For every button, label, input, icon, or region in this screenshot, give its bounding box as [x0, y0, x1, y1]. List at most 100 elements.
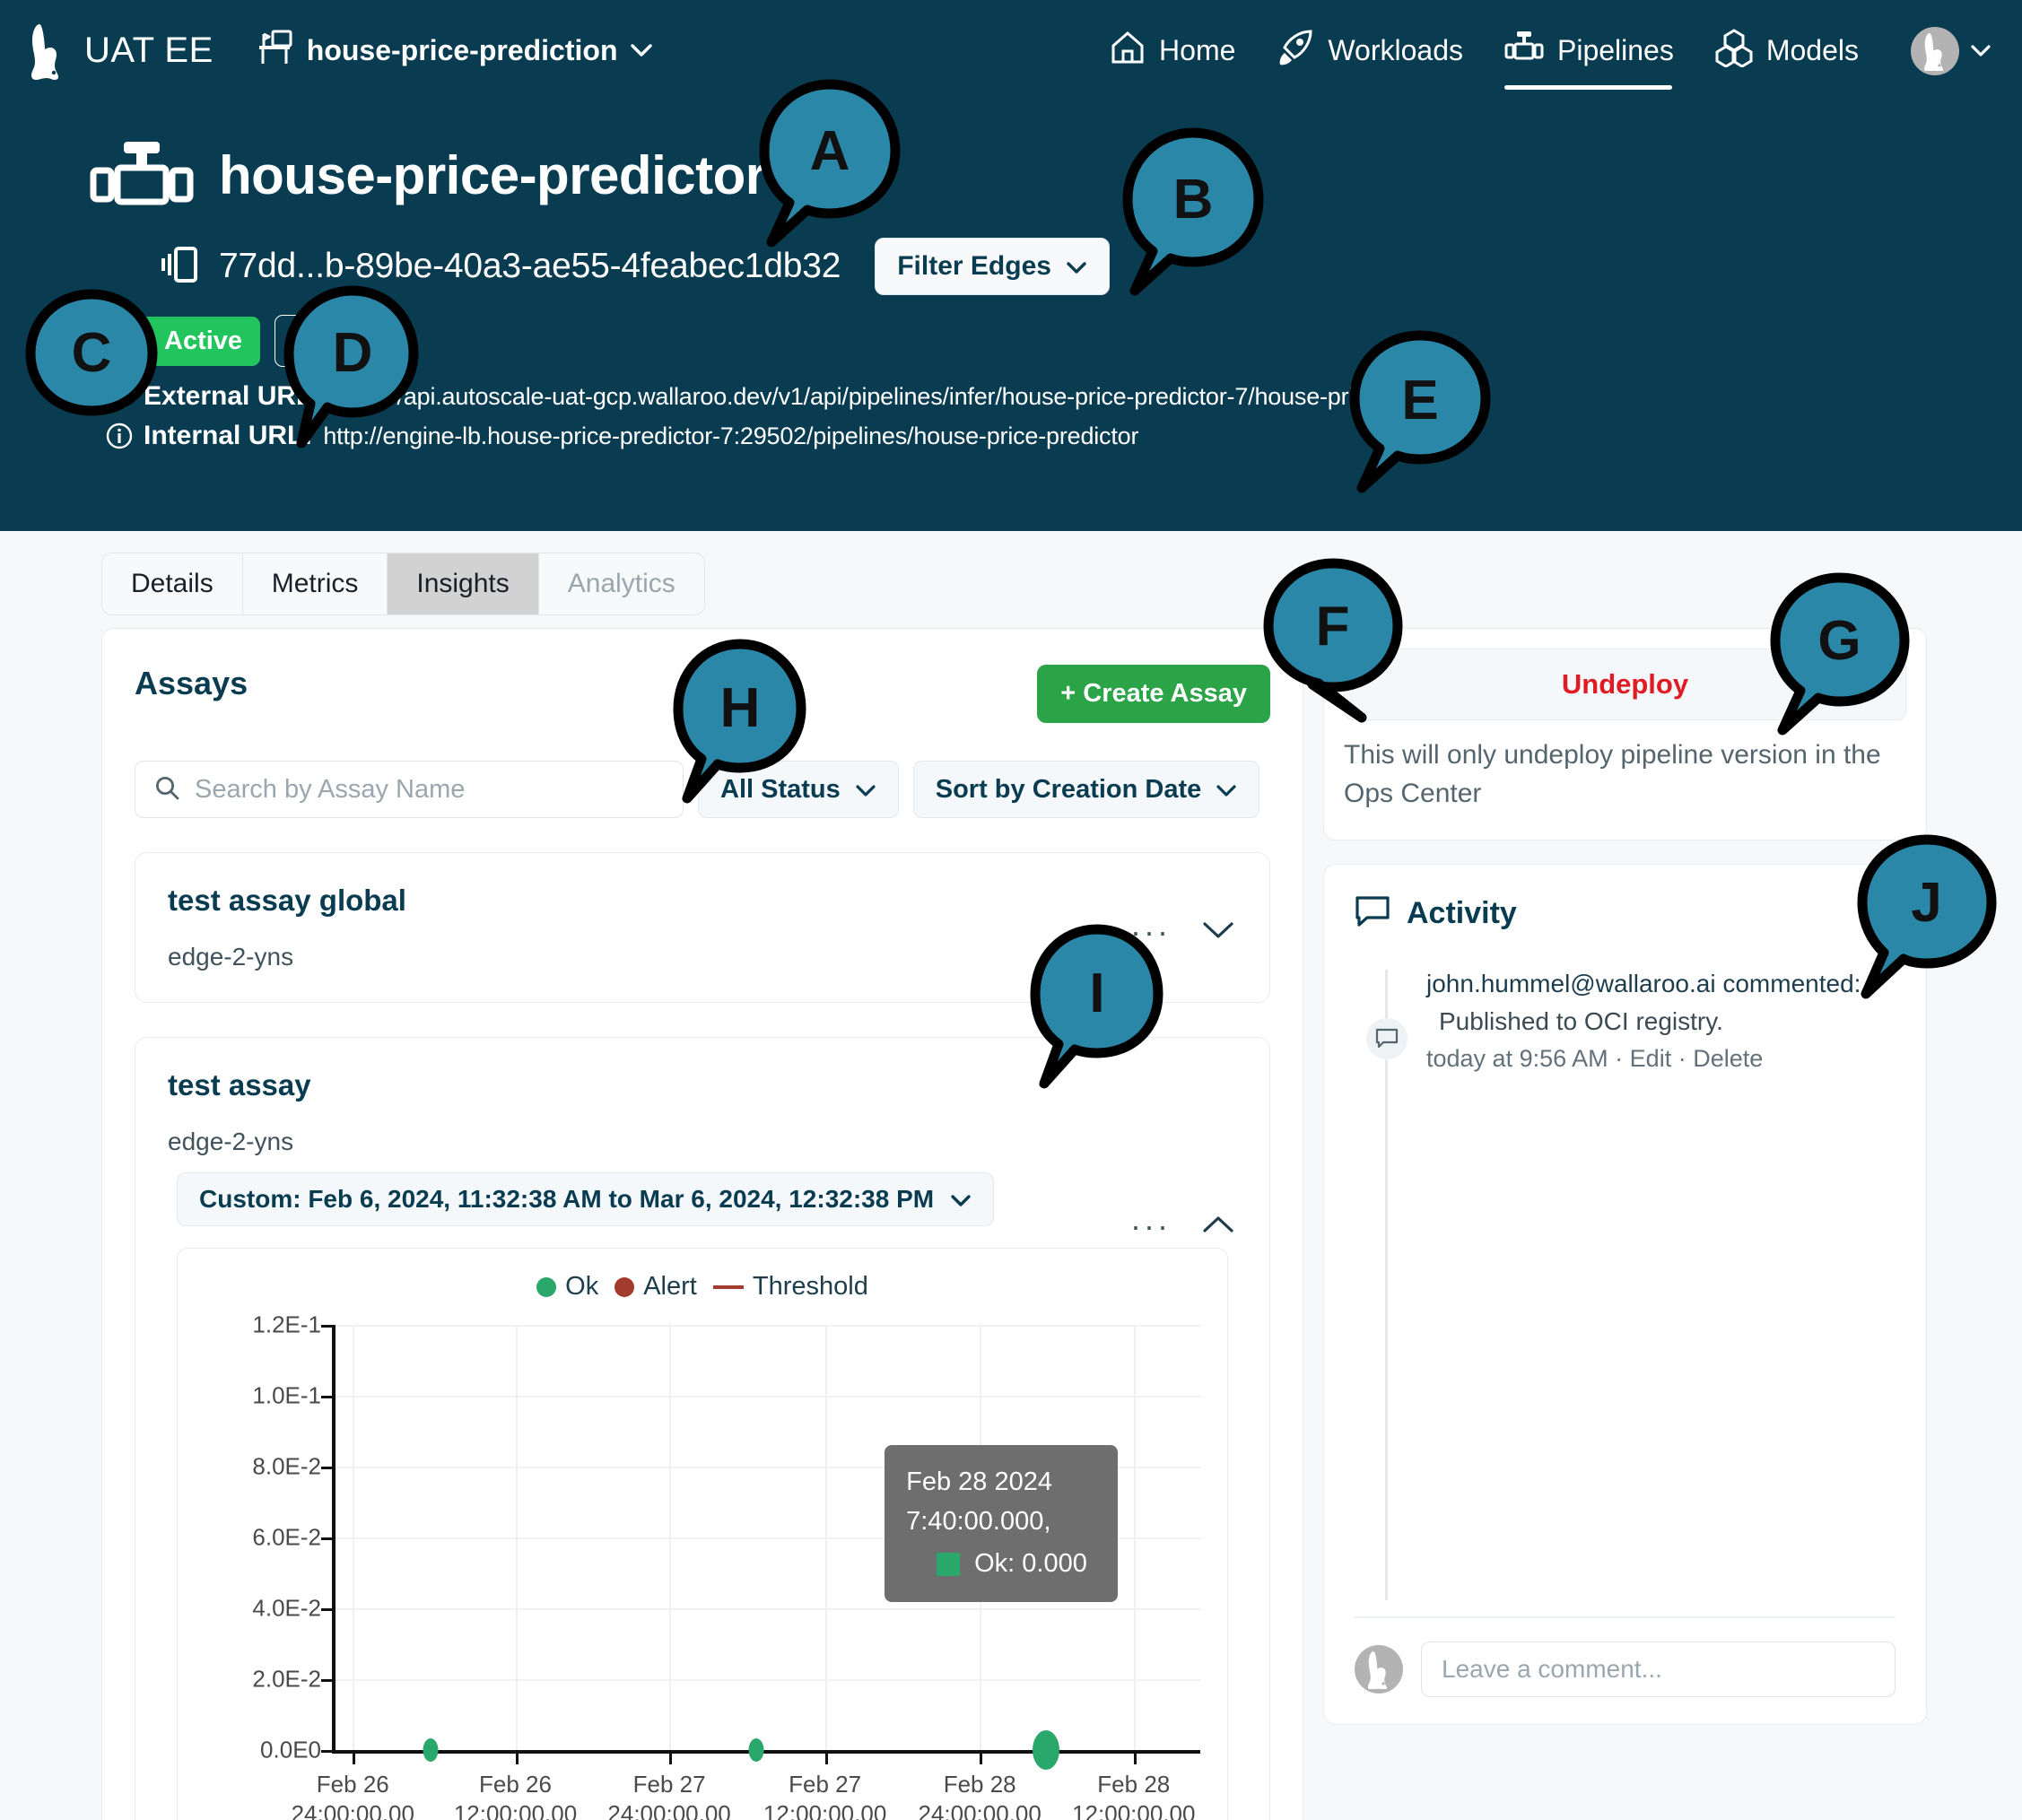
- tab-analytics[interactable]: Analytics: [538, 553, 704, 614]
- copy-id-icon[interactable]: [161, 245, 199, 289]
- avatar: [1355, 1645, 1403, 1694]
- chevron-up-icon[interactable]: [1201, 1214, 1235, 1240]
- pipeline-icon: [88, 140, 196, 211]
- annotation-A: A: [754, 79, 906, 248]
- assay-subtitle: edge-2-yns: [168, 1128, 294, 1155]
- external-url-row: External URL: https://api.autoscale-uat-…: [106, 381, 2022, 412]
- legend-item-ok: Ok: [536, 1272, 598, 1302]
- chevron-down-icon: [1066, 251, 1087, 282]
- nav-item-pipelines[interactable]: Pipelines: [1503, 0, 1674, 102]
- activity-header: Activity: [1355, 895, 1896, 932]
- assay-name: test assay global: [168, 884, 406, 917]
- legend-swatch-alert: [614, 1276, 635, 1297]
- pipeline-uuid: 77dd...b-89be-40a3-ae55-4feabec1db32: [219, 247, 841, 285]
- x-tick-label: Feb 26 24:00:00.00: [291, 1771, 414, 1820]
- activity-meta: today at 9:56 AM · Edit · Delete: [1426, 1045, 1896, 1073]
- external-url-value: https://api.autoscale-uat-gcp.wallaroo.d…: [332, 383, 1480, 410]
- chevron-down-icon: [1216, 775, 1237, 805]
- tooltip-date: Feb 28 2024: [906, 1467, 1052, 1496]
- assays-header: Assays + Create Assay: [135, 665, 1270, 723]
- nav-item-home-label: Home: [1159, 34, 1236, 66]
- chevron-down-icon: [950, 1185, 972, 1214]
- timeline-line: [1385, 970, 1388, 1601]
- legend-label-ok: Ok: [565, 1272, 599, 1301]
- tab-insights[interactable]: Insights: [388, 553, 539, 614]
- legend-item-alert: Alert: [614, 1272, 697, 1302]
- filter-edges-label: Filter Edges: [897, 251, 1051, 281]
- search-assay-input[interactable]: [195, 774, 665, 805]
- assays-title: Assays: [135, 665, 248, 701]
- models-icon: [1713, 28, 1755, 74]
- tooltip-time: 7:40:00.000,: [906, 1506, 1051, 1536]
- x-tick-label: Feb 26 12:00:00.00: [453, 1771, 578, 1820]
- x-tick-label: Feb 28 12:00:00.00: [1072, 1771, 1196, 1820]
- data-point[interactable]: [748, 1738, 763, 1762]
- legend-swatch-ok: [536, 1276, 557, 1297]
- search-icon: [153, 774, 180, 806]
- workspace-selector[interactable]: house-price-prediction: [253, 28, 654, 74]
- y-tick-label: 1.0E-1: [252, 1381, 321, 1409]
- y-tick-label: 4.0E-2: [252, 1594, 321, 1622]
- assay-menu-icon[interactable]: ···: [1130, 1207, 1171, 1245]
- filter-edges-button[interactable]: Filter Edges: [875, 238, 1110, 295]
- y-tick-label: 0.0E0: [260, 1736, 321, 1763]
- internal-url-value: http://engine-lb.house-price-predictor-7…: [323, 422, 1139, 449]
- brand-name: UAT EE: [84, 30, 214, 70]
- user-menu[interactable]: [1911, 26, 1991, 75]
- comment-composer: [1355, 1616, 1896, 1698]
- side-column: Undeploy This will only undeploy pipelin…: [1323, 628, 1927, 1726]
- activity-body: Published to OCI registry.: [1439, 1007, 1723, 1036]
- comment-input[interactable]: [1421, 1641, 1896, 1698]
- activity-timeline: john.hummel@wallaroo.ai commented: Publi…: [1355, 970, 1896, 1616]
- assay-item[interactable]: test assay edge-2-yns Custom: Feb 6, 202…: [135, 1037, 1270, 1820]
- rocket-icon: [1275, 28, 1316, 74]
- tab-metrics[interactable]: Metrics: [242, 553, 388, 614]
- annotation-E: E: [1344, 330, 1496, 493]
- activity-edit-link[interactable]: Edit: [1629, 1045, 1672, 1073]
- y-tick-label: 8.0E-2: [252, 1452, 321, 1480]
- assay-item-body: test assay edge-2-yns Custom: Feb 6, 202…: [135, 1038, 1269, 1820]
- annotation-J: J: [1848, 834, 2005, 999]
- chevron-down-icon[interactable]: [1201, 919, 1235, 945]
- tab-details[interactable]: Details: [102, 553, 243, 614]
- y-tick-label: 2.0E-2: [252, 1665, 321, 1693]
- create-assay-button[interactable]: + Create Assay: [1037, 665, 1270, 723]
- chart-plot-area: 1.2E-1 1.0E-1 8.0E-2 6.0E-2: [252, 1311, 1200, 1820]
- comment-icon: [1366, 1018, 1408, 1060]
- search-assay-container[interactable]: [135, 761, 684, 818]
- x-tick-label: Feb 27 12:00:00.00: [763, 1771, 887, 1820]
- tab-bar: Details Metrics Insights Analytics: [101, 553, 705, 615]
- activity-timestamp: today at 9:56 AM: [1426, 1045, 1608, 1073]
- meta-separator: ·: [1678, 1045, 1686, 1073]
- pipeline-title-row: house-price-predictor: [88, 102, 2022, 211]
- workspace-icon: [253, 28, 294, 74]
- legend-item-threshold: Threshold: [712, 1272, 868, 1302]
- annotation-I: I: [1021, 924, 1173, 1089]
- annotation-B: B: [1117, 127, 1269, 296]
- sort-filter-dropdown[interactable]: Sort by Creation Date: [912, 761, 1260, 818]
- data-point[interactable]: [423, 1738, 439, 1762]
- activity-delete-link[interactable]: Delete: [1693, 1045, 1764, 1073]
- date-range-selector[interactable]: Custom: Feb 6, 2024, 11:32:38 AM to Mar …: [177, 1172, 995, 1226]
- pipeline-icon: [1503, 30, 1546, 73]
- meta-separator: ·: [1615, 1045, 1624, 1073]
- info-icon: [106, 422, 133, 449]
- date-range-label: Custom: Feb 6, 2024, 11:32:38 AM to Mar …: [199, 1185, 935, 1213]
- annotation-D: D: [276, 285, 429, 448]
- nav-item-home[interactable]: Home: [1108, 0, 1235, 102]
- chart-legend: Ok Alert Threshold: [196, 1272, 1209, 1302]
- pipeline-uuid-row: 77dd...b-89be-40a3-ae55-4feabec1db32 Fil…: [161, 238, 2022, 295]
- brand[interactable]: UAT EE: [27, 22, 214, 80]
- chevron-down-icon: [855, 775, 876, 805]
- data-point[interactable]: [1033, 1730, 1060, 1770]
- status-badge-label: Active: [164, 326, 243, 355]
- nav-item-pipelines-label: Pipelines: [1556, 34, 1674, 66]
- nav-item-models[interactable]: Models: [1713, 0, 1859, 102]
- nav-item-models-label: Models: [1765, 34, 1859, 66]
- annotation-F: F: [1254, 558, 1411, 723]
- nav-item-workloads[interactable]: Workloads: [1275, 0, 1463, 102]
- home-icon: [1108, 28, 1147, 74]
- legend-label-alert: Alert: [643, 1272, 697, 1301]
- chart-tooltip: Feb 28 2024 7:40:00.000, Ok: 0.000: [885, 1445, 1119, 1602]
